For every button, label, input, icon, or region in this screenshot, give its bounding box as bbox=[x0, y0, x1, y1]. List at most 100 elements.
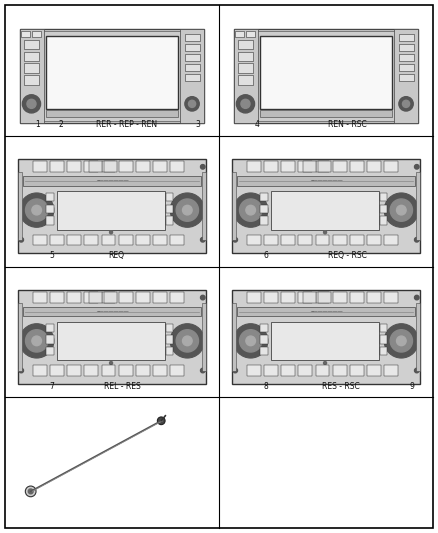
Bar bbox=[166, 335, 173, 344]
Bar bbox=[367, 365, 381, 376]
Circle shape bbox=[390, 330, 413, 352]
Circle shape bbox=[22, 95, 41, 113]
Bar bbox=[185, 44, 201, 51]
Bar bbox=[18, 159, 206, 253]
Bar bbox=[237, 307, 414, 317]
Bar bbox=[46, 335, 53, 344]
Circle shape bbox=[188, 100, 196, 108]
Bar bbox=[264, 161, 278, 173]
Bar bbox=[50, 365, 64, 376]
Bar bbox=[315, 161, 329, 173]
Bar bbox=[136, 235, 150, 245]
Bar bbox=[399, 44, 414, 51]
Circle shape bbox=[201, 165, 205, 169]
Bar bbox=[333, 292, 346, 303]
Bar bbox=[333, 365, 346, 376]
Text: ─────────────: ───────────── bbox=[310, 179, 342, 183]
Circle shape bbox=[324, 231, 327, 234]
Bar bbox=[350, 292, 364, 303]
Text: 3: 3 bbox=[195, 120, 200, 129]
Bar bbox=[261, 193, 268, 201]
Text: 4: 4 bbox=[255, 120, 260, 129]
Bar bbox=[315, 292, 329, 303]
Text: ─────────────: ───────────── bbox=[96, 179, 128, 183]
Bar bbox=[24, 63, 39, 73]
Text: RER - REP - REN: RER - REP - REN bbox=[96, 120, 158, 129]
Bar bbox=[202, 173, 206, 240]
Bar bbox=[33, 235, 47, 245]
Bar bbox=[235, 30, 244, 37]
Bar bbox=[166, 193, 173, 201]
Circle shape bbox=[403, 100, 410, 108]
Bar bbox=[185, 34, 201, 41]
Text: RES - RSC: RES - RSC bbox=[322, 382, 360, 391]
Circle shape bbox=[183, 205, 192, 215]
Bar bbox=[153, 292, 167, 303]
Circle shape bbox=[201, 238, 205, 242]
Bar bbox=[333, 161, 346, 173]
Bar bbox=[153, 161, 167, 173]
Circle shape bbox=[396, 205, 406, 215]
Bar bbox=[236, 30, 416, 120]
Bar bbox=[315, 365, 329, 376]
Bar bbox=[264, 292, 278, 303]
Bar bbox=[20, 29, 44, 123]
Bar bbox=[170, 292, 184, 303]
Text: REQ - RSC: REQ - RSC bbox=[328, 251, 367, 260]
Bar bbox=[304, 161, 316, 173]
Bar bbox=[85, 365, 98, 376]
Bar bbox=[247, 235, 261, 245]
Bar bbox=[234, 29, 418, 123]
Bar bbox=[261, 205, 268, 213]
Bar bbox=[384, 292, 398, 303]
Bar bbox=[85, 235, 98, 245]
Bar bbox=[367, 235, 381, 245]
Bar bbox=[261, 324, 268, 332]
Bar bbox=[24, 176, 201, 185]
Bar bbox=[50, 235, 64, 245]
Circle shape bbox=[233, 193, 268, 227]
Bar bbox=[46, 193, 53, 201]
Bar bbox=[24, 52, 39, 61]
Bar bbox=[281, 365, 295, 376]
Circle shape bbox=[176, 199, 198, 221]
Bar bbox=[57, 322, 165, 360]
Bar bbox=[384, 365, 398, 376]
Bar bbox=[119, 365, 133, 376]
Bar bbox=[21, 30, 30, 37]
Bar bbox=[367, 161, 381, 173]
Circle shape bbox=[241, 99, 250, 108]
Circle shape bbox=[414, 368, 419, 373]
Bar bbox=[384, 161, 398, 173]
Circle shape bbox=[25, 330, 48, 352]
Bar bbox=[46, 205, 53, 213]
Bar bbox=[237, 63, 253, 73]
Bar bbox=[298, 161, 312, 173]
Bar bbox=[246, 30, 255, 37]
Bar bbox=[119, 292, 133, 303]
Bar bbox=[24, 40, 39, 49]
Bar bbox=[281, 292, 295, 303]
Bar bbox=[247, 365, 261, 376]
Circle shape bbox=[185, 96, 199, 111]
Circle shape bbox=[396, 336, 406, 346]
Bar bbox=[380, 347, 387, 356]
Circle shape bbox=[240, 199, 262, 221]
Circle shape bbox=[384, 193, 418, 227]
Bar bbox=[272, 322, 379, 360]
Bar bbox=[166, 205, 173, 213]
Bar bbox=[18, 303, 22, 371]
Bar bbox=[24, 307, 201, 317]
Circle shape bbox=[414, 295, 419, 300]
Bar bbox=[234, 29, 258, 123]
Text: 5: 5 bbox=[49, 251, 54, 260]
Bar bbox=[260, 110, 392, 117]
Bar bbox=[304, 292, 316, 303]
Circle shape bbox=[28, 489, 33, 494]
Text: 9: 9 bbox=[409, 382, 414, 391]
Bar bbox=[136, 365, 150, 376]
Bar bbox=[166, 324, 173, 332]
Bar bbox=[237, 75, 253, 85]
Bar bbox=[380, 335, 387, 344]
Bar bbox=[50, 161, 64, 173]
